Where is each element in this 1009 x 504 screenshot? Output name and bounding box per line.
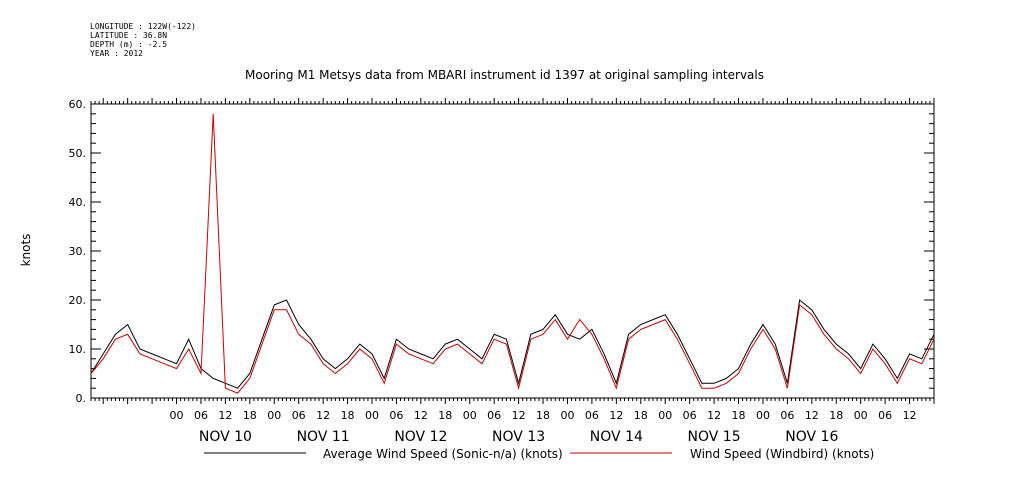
x-day-label: NOV 13 — [492, 429, 545, 445]
x-tick-label: 12 — [805, 409, 819, 422]
y-tick-label: 40. — [69, 196, 87, 209]
latitude-label: LATITUDE : 36.8N — [90, 31, 168, 40]
depth-label: DEPTH (m) : -2.5 — [90, 40, 168, 49]
plot-frame — [90, 103, 935, 399]
x-tick-label: 18 — [536, 409, 550, 422]
x-tick-label: 18 — [341, 409, 355, 422]
y-tick-label: 50. — [69, 147, 87, 160]
x-day-label: NOV 12 — [394, 429, 447, 445]
x-tick-label: 12 — [903, 409, 917, 422]
y-tick-label: 0. — [76, 392, 87, 405]
x-tick-label: 00 — [658, 409, 672, 422]
x-tick-label: 18 — [438, 409, 452, 422]
x-day-label: NOV 10 — [199, 429, 252, 445]
x-tick-label: 12 — [316, 409, 330, 422]
series-line-1 — [90, 299, 935, 389]
x-tick-label: 06 — [878, 409, 892, 422]
x-tick-label: 00 — [463, 409, 477, 422]
x-tick-label: 12 — [218, 409, 232, 422]
x-day-label: NOV 14 — [590, 429, 643, 445]
x-tick-label: 00 — [267, 409, 281, 422]
x-tick-label: 00 — [756, 409, 770, 422]
x-day-label: NOV 11 — [297, 429, 350, 445]
x-tick-label: 12 — [707, 409, 721, 422]
x-tick-label: 06 — [585, 409, 599, 422]
x-tick-label: 06 — [780, 409, 794, 422]
x-tick-label: 00 — [170, 409, 184, 422]
legend-series-2-label: Wind Speed (Windbird) (knots) — [690, 447, 875, 461]
y-tick-label: 20. — [69, 294, 87, 307]
x-tick-label: 12 — [609, 409, 623, 422]
x-tick-label: 18 — [829, 409, 843, 422]
legend-series-1-label: Average Wind Speed (Sonic-n/a) (knots) — [323, 447, 563, 461]
x-tick-label: 18 — [243, 409, 257, 422]
x-tick-label: 06 — [487, 409, 501, 422]
x-tick-label: 00 — [560, 409, 574, 422]
x-tick-label: 18 — [732, 409, 746, 422]
y-tick-label: 30. — [69, 245, 87, 258]
x-tick-label: 12 — [414, 409, 428, 422]
x-tick-label: 00 — [854, 409, 868, 422]
series-line-2 — [90, 113, 935, 394]
x-tick-label: 12 — [512, 409, 526, 422]
x-day-label: NOV 15 — [688, 429, 741, 445]
x-tick-label: 06 — [292, 409, 306, 422]
longitude-label: LONGITUDE : 122W(-122) — [90, 22, 196, 31]
y-tick-label: 10. — [69, 343, 87, 356]
x-tick-label: 00 — [365, 409, 379, 422]
year-label: YEAR : 2012 — [90, 49, 143, 58]
y-tick-label: 60. — [69, 98, 87, 111]
x-tick-label: 06 — [683, 409, 697, 422]
x-day-label: NOV 16 — [785, 429, 838, 445]
x-tick-label: 06 — [389, 409, 403, 422]
x-tick-label: 06 — [194, 409, 208, 422]
x-tick-label: 18 — [634, 409, 648, 422]
chart-title: Mooring M1 Metsys data from MBARI instru… — [245, 68, 764, 82]
